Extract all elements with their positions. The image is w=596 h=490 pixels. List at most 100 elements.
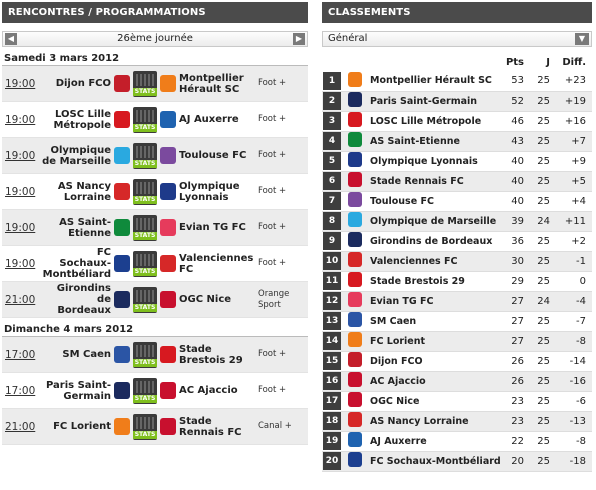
team-name[interactable]: Olympique de Marseille (368, 211, 504, 232)
team-crest-icon (348, 212, 362, 227)
match-time[interactable]: 19:00 (5, 257, 36, 270)
broadcaster: Foot + (258, 150, 287, 160)
fixtures-list: Samedi 3 mars 2012 19:00 Dijon FCO STATS… (2, 52, 308, 445)
team-name[interactable]: LOSC Lille Métropole (368, 111, 504, 132)
team-name[interactable]: OGC Nice (368, 391, 504, 412)
team-name[interactable]: AC Ajaccio (368, 371, 504, 392)
team-name[interactable]: Valenciennes FC (368, 251, 504, 272)
away-team[interactable]: Montpellier Hérault SC (179, 72, 244, 95)
stats-label: STATS (133, 123, 157, 132)
stats-button[interactable]: STATS (133, 413, 157, 440)
away-team[interactable]: Evian TG FC (179, 222, 246, 233)
match-time[interactable]: 19:00 (5, 185, 36, 198)
away-team[interactable]: Stade Brestois 29 (179, 343, 243, 366)
stats-button[interactable]: STATS (133, 377, 157, 404)
team-crest-icon (348, 192, 362, 207)
home-team[interactable]: FC Sochaux-Montbéliard (42, 247, 111, 280)
stats-label: STATS (133, 87, 157, 96)
team-name[interactable]: SM Caen (368, 311, 504, 332)
team-name[interactable]: Stade Rennais FC (368, 171, 504, 192)
col-pts: Pts (505, 56, 524, 68)
standings-row: 12 Evian TG FC 27 24 -4 (322, 291, 592, 312)
away-team[interactable]: Valenciennes FC (179, 252, 254, 275)
team-diff: -14 (556, 351, 592, 372)
team-played: 25 (530, 391, 556, 412)
home-team[interactable]: AS Saint-Etienne (59, 216, 111, 239)
team-diff: +5 (556, 171, 592, 192)
away-team[interactable]: Toulouse FC (179, 150, 247, 161)
team-crest-icon (348, 172, 362, 187)
team-name[interactable]: Stade Brestois 29 (368, 271, 504, 292)
standings-row: 15 Dijon FCO 26 25 -14 (322, 351, 592, 372)
home-team[interactable]: FC Lorient (53, 421, 111, 432)
round-selector[interactable]: ◀ 26ème journée ▶ (2, 31, 308, 47)
home-crest-icon (114, 418, 130, 435)
standings-row: 1 Montpellier Hérault SC 53 25 +23 (322, 71, 592, 92)
match-time[interactable]: 19:00 (5, 221, 36, 234)
team-played: 25 (530, 431, 556, 452)
away-crest-icon (160, 75, 176, 92)
team-pts: 23 (504, 391, 530, 412)
team-name[interactable]: AS Nancy Lorraine (368, 411, 504, 432)
rank-badge: 1 (323, 71, 341, 90)
stats-button[interactable]: STATS (133, 70, 157, 97)
fixtures-header: Rencontres / Programmations (2, 2, 308, 23)
team-name[interactable]: Dijon FCO (368, 351, 504, 372)
rank-badge: 9 (323, 232, 341, 250)
match-time[interactable]: 17:00 (5, 384, 36, 397)
away-team[interactable]: Stade Rennais FC (179, 415, 242, 438)
team-name[interactable]: Paris Saint-Germain (368, 91, 504, 112)
team-name[interactable]: FC Sochaux-Montbéliard (368, 451, 504, 472)
rank-badge: 7 (323, 192, 341, 210)
away-team[interactable]: AC Ajaccio (179, 385, 238, 396)
team-diff: +16 (556, 111, 592, 132)
stats-button[interactable]: STATS (133, 214, 157, 241)
stats-icon (136, 145, 154, 158)
home-team[interactable]: Dijon FCO (55, 78, 111, 89)
away-team[interactable]: AJ Auxerre (179, 114, 239, 125)
home-team[interactable]: Girondins de Bordeaux (56, 283, 111, 316)
match-time[interactable]: 21:00 (5, 293, 36, 306)
match-time[interactable]: 19:00 (5, 77, 36, 90)
chevron-right-icon[interactable]: ▶ (293, 33, 305, 45)
stats-button[interactable]: STATS (133, 142, 157, 169)
stats-button[interactable]: STATS (133, 341, 157, 368)
team-name[interactable]: Evian TG FC (368, 291, 504, 312)
team-crest-icon (348, 332, 362, 347)
away-team[interactable]: OGC Nice (179, 294, 232, 305)
team-name[interactable]: Girondins de Bordeaux (368, 231, 504, 252)
standings-type-select[interactable]: Général ▼ (322, 31, 592, 47)
home-team[interactable]: AS Nancy Lorraine (57, 180, 111, 203)
team-diff: +23 (556, 71, 592, 92)
team-name[interactable]: AS Saint-Etienne (368, 131, 504, 152)
match-time[interactable]: 19:00 (5, 149, 36, 162)
home-team[interactable]: Paris Saint-Germain (45, 379, 111, 402)
stats-button[interactable]: STATS (133, 178, 157, 205)
team-name[interactable]: Toulouse FC (368, 191, 504, 212)
match-time[interactable]: 17:00 (5, 348, 36, 361)
home-team[interactable]: SM Caen (62, 349, 111, 360)
home-team[interactable]: Olympique de Marseille (42, 144, 111, 167)
away-team[interactable]: Olympique Lyonnais (179, 180, 240, 203)
chevron-left-icon[interactable]: ◀ (5, 33, 17, 45)
broadcaster: Foot + (258, 258, 287, 268)
chevron-down-icon[interactable]: ▼ (575, 33, 589, 45)
match-time[interactable]: 19:00 (5, 113, 36, 126)
team-played: 24 (530, 211, 556, 232)
away-crest-icon (160, 382, 176, 399)
team-played: 25 (530, 271, 556, 292)
team-name[interactable]: AJ Auxerre (368, 431, 504, 452)
standings-row: 7 Toulouse FC 40 25 +4 (322, 191, 592, 212)
stats-button[interactable]: STATS (133, 106, 157, 133)
stats-button[interactable]: STATS (133, 250, 157, 277)
team-played: 25 (530, 151, 556, 172)
standings-panel: Classements Général ▼ Pts J Diff. 1 Mont… (322, 2, 592, 472)
team-name[interactable]: Olympique Lyonnais (368, 151, 504, 172)
away-crest-icon (160, 291, 176, 308)
team-name[interactable]: Montpellier Hérault SC (368, 71, 504, 92)
match-row: 17:00 Paris Saint-Germain STATS AC Ajacc… (2, 373, 308, 409)
match-time[interactable]: 21:00 (5, 420, 36, 433)
stats-button[interactable]: STATS (133, 286, 157, 313)
team-name[interactable]: FC Lorient (368, 331, 504, 352)
home-team[interactable]: LOSC Lille Métropole (53, 108, 111, 131)
